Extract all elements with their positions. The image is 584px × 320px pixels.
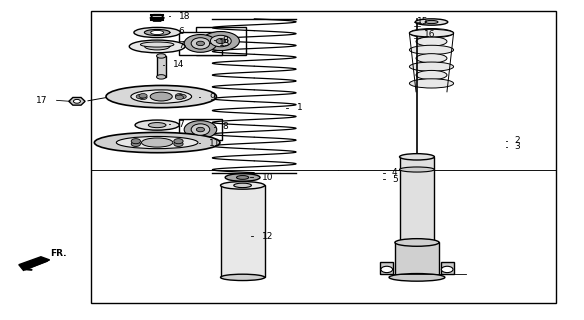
Ellipse shape: [141, 138, 173, 147]
Text: 18: 18: [179, 12, 190, 21]
Ellipse shape: [425, 20, 438, 24]
Ellipse shape: [225, 174, 260, 181]
Circle shape: [381, 266, 392, 273]
Text: 1: 1: [297, 103, 303, 112]
Ellipse shape: [221, 181, 265, 189]
Ellipse shape: [134, 28, 180, 37]
Ellipse shape: [221, 274, 265, 281]
Ellipse shape: [145, 43, 170, 50]
Bar: [441, 261, 454, 274]
Circle shape: [174, 141, 183, 147]
Ellipse shape: [184, 121, 217, 139]
Ellipse shape: [184, 35, 217, 52]
Ellipse shape: [237, 176, 249, 179]
Bar: [399, 157, 434, 243]
Text: 8: 8: [223, 36, 228, 44]
Polygon shape: [69, 98, 85, 105]
Ellipse shape: [135, 120, 179, 130]
Bar: [157, 56, 166, 77]
Ellipse shape: [409, 28, 454, 38]
Ellipse shape: [234, 183, 252, 188]
Ellipse shape: [116, 136, 198, 149]
Ellipse shape: [416, 70, 447, 80]
FancyBboxPatch shape: [179, 32, 223, 55]
Text: 14: 14: [173, 60, 184, 69]
Circle shape: [139, 93, 147, 98]
Text: 5: 5: [392, 174, 398, 184]
Text: 9: 9: [209, 93, 215, 102]
Circle shape: [131, 141, 141, 147]
Circle shape: [175, 95, 183, 100]
Text: 15: 15: [417, 17, 429, 26]
Bar: [395, 243, 439, 277]
Ellipse shape: [409, 29, 454, 37]
Ellipse shape: [150, 92, 172, 101]
Text: 3: 3: [515, 142, 520, 151]
Ellipse shape: [148, 123, 166, 128]
Circle shape: [175, 93, 183, 98]
Ellipse shape: [202, 32, 239, 51]
Ellipse shape: [95, 132, 220, 153]
Ellipse shape: [151, 30, 164, 35]
Circle shape: [174, 139, 183, 144]
Text: 7: 7: [179, 41, 185, 50]
Ellipse shape: [191, 38, 210, 49]
Ellipse shape: [415, 19, 448, 25]
Text: 6: 6: [179, 27, 185, 36]
Bar: [380, 261, 393, 274]
Bar: [92, 11, 557, 303]
Ellipse shape: [140, 42, 174, 47]
Ellipse shape: [157, 54, 166, 58]
Ellipse shape: [395, 239, 439, 246]
Ellipse shape: [399, 154, 434, 160]
Ellipse shape: [191, 124, 210, 135]
Circle shape: [74, 100, 81, 103]
Ellipse shape: [399, 167, 434, 172]
Ellipse shape: [416, 54, 447, 63]
Text: 16: 16: [424, 30, 436, 39]
Text: 12: 12: [262, 232, 273, 241]
Circle shape: [178, 94, 186, 99]
Polygon shape: [19, 257, 50, 270]
Text: 8: 8: [223, 122, 228, 131]
Text: 2: 2: [515, 136, 520, 146]
Circle shape: [136, 94, 144, 99]
Circle shape: [131, 139, 141, 144]
Ellipse shape: [196, 127, 204, 132]
FancyBboxPatch shape: [179, 119, 223, 140]
Circle shape: [442, 266, 453, 273]
Ellipse shape: [216, 38, 225, 44]
Ellipse shape: [144, 29, 170, 36]
Ellipse shape: [389, 274, 445, 281]
Ellipse shape: [157, 75, 166, 79]
Circle shape: [139, 95, 147, 100]
Ellipse shape: [409, 62, 454, 71]
FancyBboxPatch shape: [196, 27, 245, 55]
Ellipse shape: [210, 35, 231, 47]
Bar: [221, 185, 265, 277]
Text: 11: 11: [209, 139, 220, 148]
Text: 10: 10: [262, 173, 273, 182]
Ellipse shape: [409, 45, 454, 54]
Ellipse shape: [399, 239, 434, 246]
Text: 17: 17: [36, 96, 48, 105]
Ellipse shape: [131, 90, 192, 103]
Ellipse shape: [196, 41, 204, 46]
Text: 4: 4: [392, 168, 398, 177]
Ellipse shape: [129, 40, 185, 53]
Text: FR.: FR.: [50, 249, 66, 258]
Ellipse shape: [416, 37, 447, 46]
Text: 13: 13: [220, 39, 231, 48]
Text: 7: 7: [179, 120, 185, 129]
Ellipse shape: [106, 85, 217, 108]
Ellipse shape: [409, 79, 454, 88]
Polygon shape: [150, 15, 164, 21]
